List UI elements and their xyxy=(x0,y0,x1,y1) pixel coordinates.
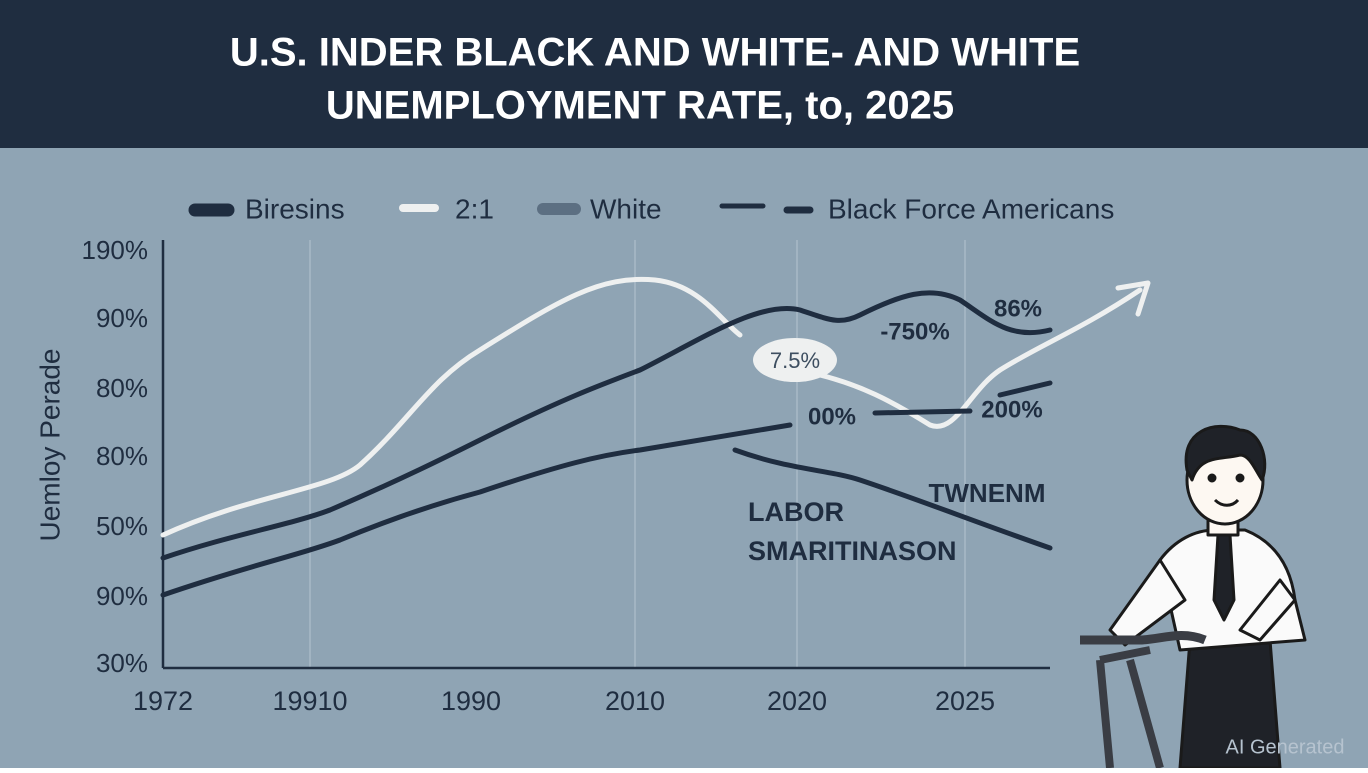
eye xyxy=(1235,473,1245,483)
annotation: 7.5% xyxy=(770,348,820,373)
x-tick-label: 2020 xyxy=(767,686,827,716)
y-axis-label: Uemloy Perade xyxy=(34,349,65,542)
arm xyxy=(1108,558,1187,647)
watermark: AI Generated xyxy=(1226,736,1345,758)
legend-label: 2:1 xyxy=(455,193,494,224)
dark-line xyxy=(160,422,793,598)
label-bubble xyxy=(753,338,837,382)
x-tick-label: 2010 xyxy=(605,686,665,716)
title: UNEMPLOYMENT RATE, to, 2025 xyxy=(326,84,954,128)
annotation: 00% xyxy=(808,403,856,430)
person xyxy=(1080,424,1307,770)
x-tick-label: 1990 xyxy=(441,686,501,716)
stand xyxy=(1096,646,1164,770)
legend-label: Black Force Americans xyxy=(828,193,1114,224)
x-tick-label: 2025 xyxy=(935,686,995,716)
annotation: 86% xyxy=(994,295,1042,322)
x-tick-label: 1972 xyxy=(133,686,193,716)
y-tick-label: 30% xyxy=(96,648,148,678)
dark-line xyxy=(160,290,1053,561)
title: U.S. INDER BLACK AND WHITE- AND WHITE xyxy=(230,31,1080,75)
annotation: 200% xyxy=(981,396,1042,423)
white-line xyxy=(160,276,743,538)
hair xyxy=(1184,424,1267,482)
smile xyxy=(1213,498,1240,507)
dark-segment xyxy=(872,408,973,416)
dark-line xyxy=(732,447,1053,551)
legend-label: Biresins xyxy=(245,193,345,224)
annotation: SMARITINASON xyxy=(748,536,957,566)
y-tick-label: 90% xyxy=(96,303,148,333)
lines xyxy=(160,276,1151,598)
y-tick-label: 90% xyxy=(96,581,148,611)
annotation: -750% xyxy=(880,318,949,345)
y-tick-label: 50% xyxy=(96,511,148,541)
dark-segment xyxy=(997,380,1053,398)
x-ticks: 1972 19910 1990 2010 2020 2025 xyxy=(133,686,995,716)
handlebar xyxy=(1080,631,1207,645)
x-tick-label: 19910 xyxy=(272,686,347,716)
y-ticks: 190% 90% 80% 80% 50% 90% 30% xyxy=(82,235,149,678)
header-band xyxy=(0,0,1368,148)
arm xyxy=(1238,578,1297,642)
annotation: LABOR xyxy=(748,497,844,527)
tie xyxy=(1212,533,1236,622)
annotation: TWNENM xyxy=(929,478,1046,508)
legend-label: White xyxy=(590,193,662,224)
arrow-head xyxy=(1115,280,1151,317)
y-tick-label: 80% xyxy=(96,441,148,471)
y-tick-label: 80% xyxy=(96,373,148,403)
white-line xyxy=(817,287,1143,429)
eye xyxy=(1207,473,1217,483)
y-tick-label: 190% xyxy=(82,235,149,265)
